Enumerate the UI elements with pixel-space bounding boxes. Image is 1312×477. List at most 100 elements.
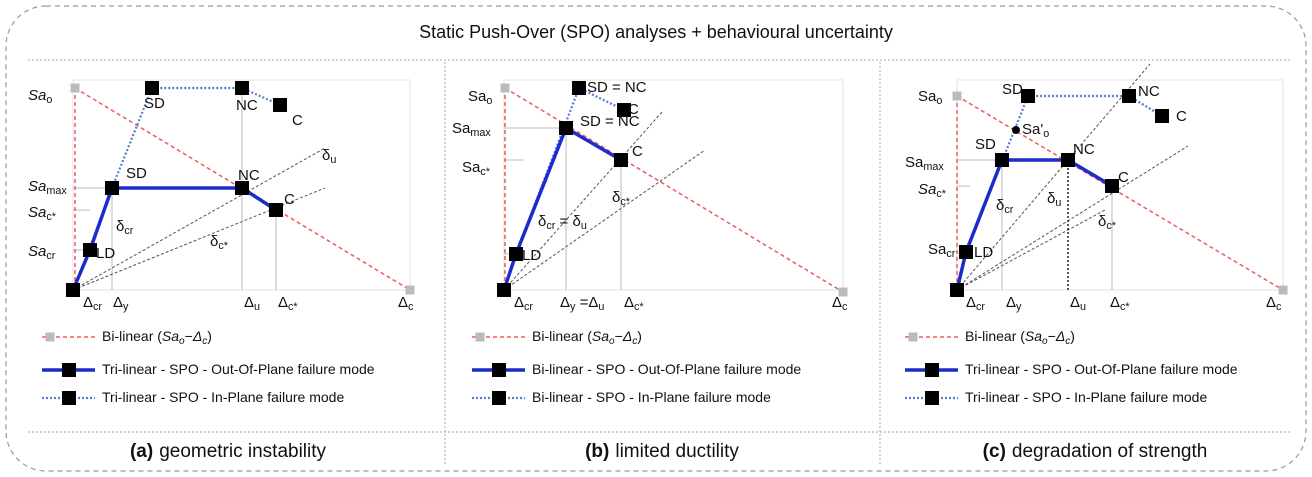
point-label: C [292,112,303,129]
text-part: C [292,112,303,129]
axis-label: Δcr [83,294,102,313]
point-label: SD [1002,81,1023,98]
legend-marker [925,363,939,377]
curve-point [1105,179,1119,193]
text-part: cr [546,220,555,232]
curve-point [273,98,287,112]
text-part: ) [1070,328,1075,344]
point-label: Samax [905,154,944,173]
legend-label: Bi-linear (Sao−Δc) [532,328,642,347]
curve-point [995,153,1009,167]
text-part: Sa [918,88,937,105]
text-part: y [1016,301,1022,313]
curve-point [269,203,283,217]
text-part: Bi-linear ( [102,328,162,344]
bilinear-point [952,91,962,101]
plot-frame [956,79,1284,291]
text-part: C [1176,108,1187,125]
axis-label: Δy [1006,294,1022,313]
text-part: cr [946,248,955,260]
point-label: C [632,143,643,160]
text-part: C [628,101,639,118]
point [1012,126,1020,134]
axis-label: Δu [244,294,260,313]
legend-label: Bi-linear - SPO - Out-Of-Plane failure m… [532,361,801,377]
text-part: u [330,154,336,166]
text-part: max [470,127,491,139]
point-label: SD [126,165,147,182]
point-label: Sao [918,88,942,107]
text-part: Δ [1110,294,1120,311]
text-part: o [609,336,615,347]
legend-marker [925,391,939,405]
text-part: LD [522,247,541,264]
curve-point [235,81,249,95]
bilinear-point [70,83,80,93]
text-part: Δ [832,294,842,311]
text-part: cr [46,250,55,262]
axis-label: Δcr [514,294,533,313]
caption-text: degradation of strength [1012,441,1207,462]
text-part: cr [1004,204,1013,216]
caption-letter: (c) [983,441,1006,462]
text-part: Δ [1070,294,1080,311]
legend-label: Bi-linear (Sao−Δc) [102,328,212,347]
text-part: δ [612,189,620,206]
curve-point [497,283,511,297]
point-label: Sac* [918,181,947,200]
text-part: SD = NC [580,113,640,130]
text-part: u [1055,197,1061,209]
text-part: δ [996,197,1004,214]
text-part: δ [538,213,546,230]
text-part: Sa [468,88,487,105]
text-part: C [284,191,295,208]
caption-letter: (b) [585,441,609,462]
text-part: u [254,301,260,313]
text-part: c [842,301,848,313]
text-part: Δ [83,294,93,311]
text-part: max [46,185,67,197]
curve-point [1155,109,1169,123]
point-label: NC [236,97,258,114]
point-label: LD [96,245,115,262]
text-part: Sa [452,120,471,137]
text-part: Bi-linear ( [965,328,1025,344]
text-part: LD [974,244,993,261]
curve-point [959,245,973,259]
text-part: SD [126,165,147,182]
bilinear-line [74,87,411,291]
caption-text: geometric instability [159,441,326,462]
text-part: Δ [560,294,570,311]
text-part: c* [480,166,490,178]
point-label: SD = NC [580,113,640,130]
axis-label: Δc* [1110,294,1130,313]
point-label: Sac* [462,159,491,178]
point-label: δcr [996,197,1014,216]
text-part: o [936,95,942,107]
caption: (a) geometric instability [130,441,327,462]
text-part: Sa [918,181,936,198]
text-part: Bi-linear - SPO - Out-Of-Plane failure m… [532,361,801,377]
secant-line [503,149,706,291]
curve-point [235,181,249,195]
legend-marker [475,332,485,342]
text-part: NC [236,97,258,114]
axis-label: Δc [832,294,848,313]
text-part: c* [1120,301,1130,313]
curve-point [105,181,119,195]
axis-label: Δc [1266,294,1282,313]
text-part: cr [124,225,133,237]
curve-point [617,103,631,117]
text-part: Sa [28,204,46,221]
bilinear-point [1278,285,1288,295]
text-part: Δ [514,294,524,311]
text-part: Δ [622,328,632,344]
text-part: o [486,95,492,107]
secant-line [72,147,326,291]
point-label: Sao [28,87,52,106]
legend-marker [908,332,918,342]
text-part: C [632,143,643,160]
point-label: Sa'o [1022,121,1049,140]
text-part: =Δ [575,294,598,311]
